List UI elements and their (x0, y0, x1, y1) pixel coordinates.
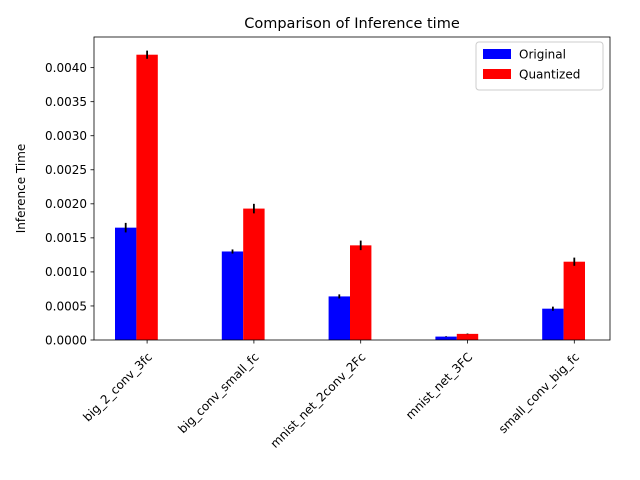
x-tick-label: big_2_conv_3fc (80, 350, 154, 424)
x-tick-label: big_conv_small_fc (175, 350, 261, 436)
y-tick-label: 0.0005 (45, 299, 87, 313)
legend-swatch-quantized (483, 69, 511, 79)
y-tick-label: 0.0025 (45, 163, 87, 177)
bar-original-small_conv_big_fc (542, 308, 564, 340)
bar-quantized-mnist_net_3FC (456, 333, 479, 340)
error-bars-layer (124, 50, 576, 337)
bar-original-big_2_conv_3fc (115, 227, 137, 340)
bar-quantized-mnist_net_2conv_2Fc (350, 245, 372, 340)
y-tick-label: 0.0030 (45, 129, 87, 143)
legend-label-quantized: Quantized (519, 68, 580, 82)
bar-quantized-big_conv_small_fc (243, 208, 265, 340)
chart-title: Comparison of Inference time (244, 16, 460, 32)
bar-quantized-small_conv_big_fc (563, 261, 585, 340)
legend-label-original: Original (519, 48, 566, 62)
x-tick-label: small_conv_big_fc (496, 350, 582, 436)
y-tick-label: 0.0015 (45, 231, 87, 245)
legend: Original Quantized (475, 41, 604, 91)
y-tick-label: 0.0000 (45, 333, 87, 347)
y-tick-label: 0.0010 (45, 265, 87, 279)
x-tick-label: mnist_net_3FC (403, 350, 475, 422)
bar-original-big_conv_small_fc (221, 251, 244, 340)
bar-quantized-big_2_conv_3fc (136, 54, 158, 340)
y-tick-label: 0.0035 (45, 95, 87, 109)
legend-swatch-original (483, 49, 511, 59)
y-tick-label: 0.0020 (45, 197, 87, 211)
y-axis-title: Inference Time (14, 144, 28, 234)
x-axis-ticks: big_2_conv_3fc big_conv_small_fc mnist_net… (80, 340, 582, 451)
bars-layer (115, 54, 585, 340)
bar-original-mnist_net_3FC (435, 336, 457, 340)
bar-original-mnist_net_2conv_2Fc (328, 296, 350, 340)
plot-frame (93, 36, 611, 341)
x-tick-label: mnist_net_2conv_2Fc (268, 350, 369, 451)
y-tick-label: 0.0040 (45, 61, 87, 75)
y-axis-ticks: 0.0000 0.0005 0.0010 0.0015 0.0020 0.0025 0.00… (45, 61, 94, 347)
